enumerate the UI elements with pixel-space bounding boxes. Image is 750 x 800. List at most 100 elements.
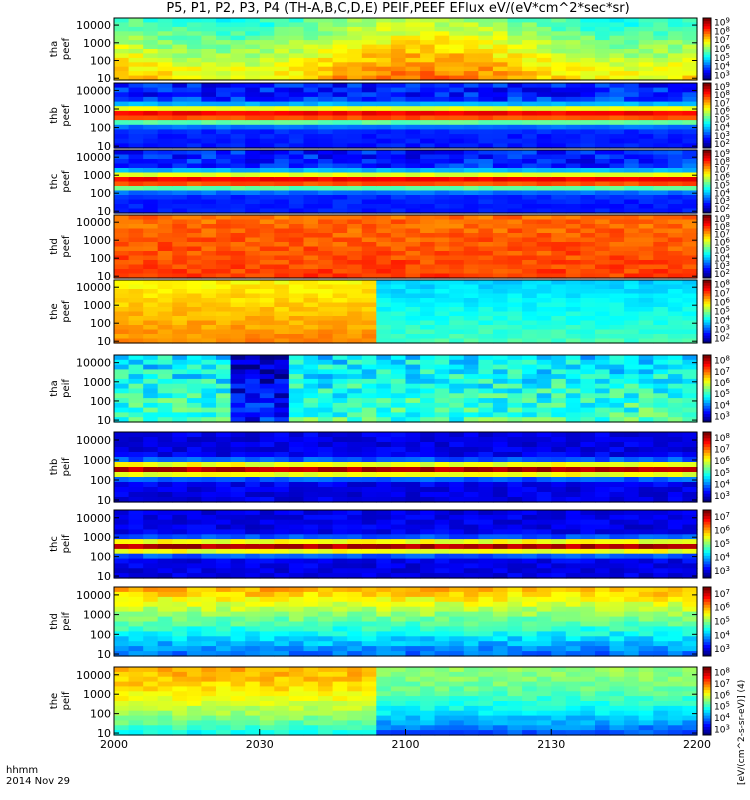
- spectrogram-cell: [303, 558, 319, 565]
- spectrogram-cell: [667, 57, 684, 63]
- spectrogram-cell: [361, 195, 377, 201]
- spectrogram-cell: [653, 40, 669, 46]
- spectrogram-cell: [361, 355, 377, 361]
- spectrogram-cell: [143, 641, 159, 647]
- spectrogram-cell: [536, 75, 552, 81]
- spectrogram-cell: [478, 246, 494, 252]
- spectrogram-cell: [449, 524, 465, 531]
- spectrogram-cell: [667, 558, 684, 565]
- spectrogram-cell: [682, 534, 698, 540]
- spectrogram-cell: [274, 524, 290, 531]
- spectrogram-cell: [667, 432, 684, 438]
- spectrogram-cell: [624, 544, 640, 550]
- spectrogram-cell: [653, 369, 669, 375]
- spectrogram-cell: [551, 320, 567, 326]
- spectrogram-cell: [405, 199, 421, 205]
- spectrogram-cell: [230, 452, 246, 458]
- colorbar-tick-label: 103: [714, 565, 730, 577]
- spectrogram-cell: [230, 18, 246, 23]
- spectrogram-cell: [492, 159, 509, 165]
- spectrogram-cell: [216, 154, 232, 160]
- spectrogram-cell: [143, 412, 159, 418]
- spectrogram-cell: [143, 298, 159, 304]
- spectrogram-cell: [565, 402, 581, 409]
- spectrogram-cell: [580, 71, 596, 77]
- spectrogram-cell: [143, 35, 159, 41]
- spectrogram-cell: [682, 539, 698, 545]
- spectrogram-cell: [274, 251, 290, 257]
- spectrogram-cell: [318, 457, 334, 463]
- spectrogram-cell: [157, 251, 173, 257]
- spectrogram-cell: [667, 378, 684, 385]
- spectrogram-cell: [172, 143, 188, 149]
- spectrogram-cell: [492, 172, 509, 178]
- spectrogram-cell: [172, 487, 188, 493]
- spectrogram-cell: [114, 302, 130, 308]
- spectrogram-cell: [551, 138, 567, 144]
- spectrogram-cell: [201, 242, 217, 248]
- spectrogram-cell: [507, 168, 523, 174]
- spectrogram-cell: [361, 519, 377, 526]
- spectrogram-cell: [376, 219, 392, 225]
- spectrogram-cell: [172, 280, 188, 286]
- spectrogram-cell: [580, 260, 596, 266]
- spectrogram-cell: [595, 228, 611, 234]
- spectrogram-cell: [259, 172, 275, 178]
- spectrogram-cell: [609, 49, 625, 54]
- spectrogram-cell: [376, 242, 392, 248]
- spectrogram-cell: [580, 553, 596, 560]
- spectrogram-cell: [405, 31, 421, 37]
- spectrogram-cell: [216, 190, 232, 196]
- spectrogram-cell: [595, 529, 611, 535]
- spectrogram-cell: [595, 378, 611, 385]
- colorbar-tick-label: 104: [714, 122, 730, 134]
- spectrogram-cell: [390, 143, 407, 149]
- spectrogram-cell: [186, 177, 203, 183]
- spectrogram-cell: [609, 154, 625, 160]
- spectrogram-cell: [609, 334, 625, 340]
- spectrogram-cell: [318, 359, 334, 366]
- colorbar-frame: [702, 17, 712, 81]
- spectrogram-cell: [201, 233, 217, 239]
- spectrogram-cell: [653, 510, 669, 516]
- spectrogram-cell: [201, 215, 217, 221]
- spectrogram-cell: [682, 246, 698, 252]
- spectrogram-cell: [245, 150, 261, 156]
- spectrogram-cell: [143, 280, 159, 286]
- spectrogram-cell: [682, 355, 698, 361]
- spectrogram-cell: [347, 35, 363, 41]
- spectrogram-cell: [449, 289, 465, 295]
- spectrogram-cell: [157, 611, 173, 618]
- spectrogram-cell: [551, 338, 567, 344]
- spectrogram-cell: [682, 447, 698, 453]
- spectrogram-cell: [114, 75, 130, 81]
- colorbar-step: [703, 308, 711, 312]
- y-tick-label: 100: [90, 474, 111, 487]
- spectrogram-cell: [143, 204, 159, 210]
- colorbar-tick-label: 107: [714, 288, 730, 300]
- spectrogram-cell: [318, 544, 334, 550]
- spectrogram-cell: [449, 26, 465, 32]
- spectrogram-cell: [638, 563, 654, 569]
- spectrogram-cell: [288, 298, 305, 304]
- spectrogram-cell: [536, 53, 552, 59]
- spectrogram-cell: [361, 181, 377, 187]
- spectrogram-cell: [303, 168, 319, 174]
- spectrogram-cells: [114, 432, 698, 503]
- spectrogram-cell: [172, 457, 188, 463]
- spectrogram-cell: [565, 49, 581, 54]
- spectrogram-cell: [201, 49, 217, 54]
- spectrogram-cell: [638, 150, 654, 156]
- spectrogram-cell: [361, 529, 377, 535]
- spectrogram-cell: [624, 302, 640, 308]
- spectrogram-cell: [478, 44, 494, 50]
- spectrogram-cell: [609, 293, 625, 299]
- spectrogram-cell: [653, 62, 669, 68]
- spectrogram-cell: [230, 110, 246, 117]
- spectrogram-cell: [303, 260, 319, 266]
- colorbar-step: [703, 168, 711, 172]
- spectrogram-cell: [230, 355, 246, 361]
- spectrogram-cell: [230, 150, 246, 156]
- panel-frame: [113, 82, 698, 149]
- spectrogram-cell: [172, 219, 188, 225]
